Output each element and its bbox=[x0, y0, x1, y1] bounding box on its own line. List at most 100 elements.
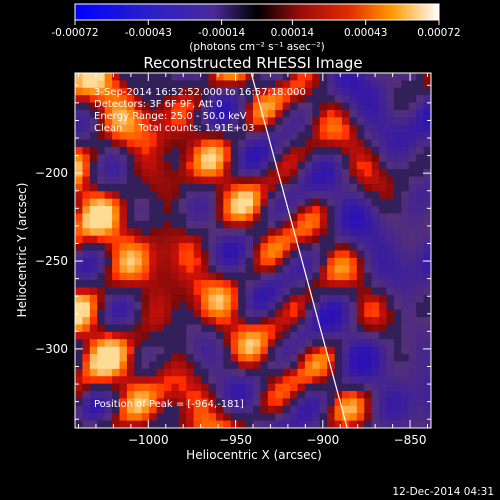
heatmap-cell bbox=[171, 243, 180, 251]
heatmap-cell bbox=[208, 405, 217, 414]
heatmap-cell bbox=[267, 331, 276, 340]
heatmap-cell bbox=[193, 132, 202, 140]
heatmap-cell bbox=[267, 109, 276, 118]
heatmap-cell bbox=[379, 265, 387, 274]
x-axis: −1000 −950 −900 −850 bbox=[77, 73, 429, 447]
heatmap-cell bbox=[149, 317, 157, 325]
heatmap-cell bbox=[149, 376, 157, 385]
heatmap-cell bbox=[126, 176, 135, 185]
heatmap-cell bbox=[75, 331, 83, 340]
heatmap-cell bbox=[267, 294, 276, 303]
heatmap-cell bbox=[253, 213, 261, 222]
heatmap-cell bbox=[379, 354, 387, 362]
heatmap-cell bbox=[75, 198, 83, 207]
heatmap-cell bbox=[223, 376, 232, 385]
heatmap-cell bbox=[193, 102, 202, 111]
heatmap-cell bbox=[245, 73, 254, 81]
heatmap-cell bbox=[89, 391, 98, 399]
heatmap-cell bbox=[275, 405, 284, 414]
heatmap-cell bbox=[75, 213, 83, 222]
x-tick-label: −1000 bbox=[128, 433, 169, 447]
heatmap-cell bbox=[178, 102, 187, 111]
heatmap-cell bbox=[327, 95, 335, 103]
heatmap-cell bbox=[423, 331, 431, 340]
heatmap-cell bbox=[201, 405, 209, 414]
heatmap-cell bbox=[275, 243, 284, 251]
heatmap-cell bbox=[164, 243, 172, 251]
heatmap-cell bbox=[371, 183, 380, 192]
heatmap-cell bbox=[349, 287, 358, 296]
heatmap-cell bbox=[342, 80, 350, 89]
heatmap-cell bbox=[356, 154, 365, 163]
heatmap-cell bbox=[201, 124, 209, 133]
heatmap-cell bbox=[297, 413, 306, 422]
heatmap-cell bbox=[349, 117, 358, 126]
heatmap-cell bbox=[97, 272, 106, 281]
heatmap-cell bbox=[260, 109, 269, 118]
heatmap-cell bbox=[223, 124, 232, 133]
heatmap-cell bbox=[297, 294, 306, 303]
heatmap-cell bbox=[178, 302, 187, 311]
heatmap-cell bbox=[260, 95, 269, 103]
heatmap-cell bbox=[253, 73, 261, 81]
heatmap-cell bbox=[164, 339, 172, 348]
heatmap-cell bbox=[334, 80, 343, 89]
heatmap-cell bbox=[356, 146, 365, 155]
heatmap-cell bbox=[201, 287, 209, 296]
heatmap-cell bbox=[423, 146, 431, 155]
heatmap-cell bbox=[297, 124, 306, 133]
heatmap-cell bbox=[319, 73, 328, 81]
heatmap-cell bbox=[112, 413, 120, 422]
heatmap-cell bbox=[282, 294, 291, 303]
heatmap-cell bbox=[193, 339, 202, 348]
heatmap-cell bbox=[223, 420, 232, 428]
heatmap-cell bbox=[327, 220, 335, 229]
heatmap-cell bbox=[75, 287, 83, 296]
heatmap-cell bbox=[379, 213, 387, 222]
heatmap-cell bbox=[312, 139, 321, 148]
heatmap-cell bbox=[267, 139, 276, 148]
heatmap-cell bbox=[164, 383, 172, 392]
annotation-detectors: Detectors: 3F 6F 9F, Att 0 bbox=[94, 99, 222, 110]
heatmap-cell bbox=[230, 117, 239, 126]
heatmap-cell bbox=[393, 265, 402, 274]
heatmap-cell bbox=[134, 257, 143, 266]
heatmap-cell bbox=[134, 376, 143, 385]
heatmap-cell bbox=[104, 324, 113, 333]
heatmap-cell bbox=[119, 117, 128, 126]
heatmap-cell bbox=[82, 324, 91, 333]
heatmap-cell bbox=[230, 398, 239, 407]
heatmap-cell bbox=[171, 309, 180, 318]
heatmap-cell bbox=[416, 324, 424, 333]
heatmap-cell bbox=[126, 80, 135, 89]
heatmap-cell bbox=[230, 354, 239, 362]
heatmap-cell bbox=[349, 368, 358, 377]
heatmap-cell bbox=[134, 169, 143, 177]
heatmap-cell bbox=[104, 309, 113, 318]
heatmap-cell bbox=[297, 198, 306, 207]
heatmap-cell bbox=[349, 346, 358, 355]
heatmap-cell bbox=[401, 250, 410, 259]
heatmap-cell bbox=[356, 420, 365, 428]
heatmap-cell bbox=[75, 302, 83, 311]
heatmap-cell bbox=[364, 169, 373, 177]
heatmap-cell bbox=[82, 250, 91, 259]
heatmap-cell bbox=[371, 132, 380, 140]
heatmap-cell bbox=[260, 235, 269, 244]
heatmap-cell bbox=[364, 361, 373, 370]
heatmap-cell bbox=[334, 95, 343, 103]
heatmap-cell bbox=[178, 368, 187, 377]
heatmap-cell bbox=[193, 287, 202, 296]
heatmap-cell bbox=[119, 331, 128, 340]
heatmap-cell bbox=[423, 413, 431, 422]
heatmap-cell bbox=[215, 368, 224, 377]
heatmap-cell bbox=[356, 294, 365, 303]
heatmap-cell bbox=[215, 176, 224, 185]
heatmap-cell bbox=[304, 206, 313, 214]
heatmap-cell bbox=[156, 413, 165, 422]
heatmap-cell bbox=[171, 80, 180, 89]
heatmap-cell bbox=[304, 191, 313, 200]
heatmap-cell bbox=[312, 302, 321, 311]
heatmap-cell bbox=[156, 109, 165, 118]
heatmap-cell bbox=[230, 228, 239, 237]
